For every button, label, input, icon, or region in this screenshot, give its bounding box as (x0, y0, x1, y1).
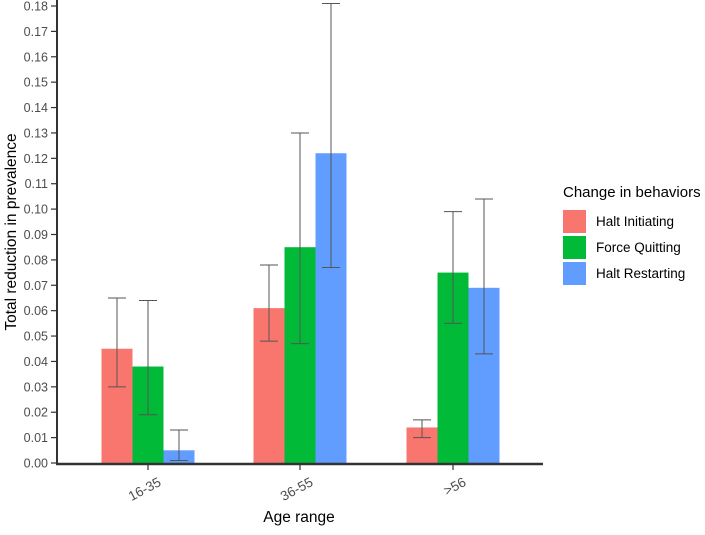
legend-item-force-quitting: Force Quitting (563, 236, 705, 259)
y-tick-label: 0.01 (24, 431, 48, 445)
y-tick-label: 0.04 (24, 355, 48, 369)
y-tick-label: 0.09 (24, 228, 48, 242)
legend-swatch-halt-initiating (563, 210, 586, 233)
x-tick-label: 16-35 (126, 474, 164, 503)
y-tick-label: 0.16 (24, 50, 48, 64)
legend-title: Change in behaviors (563, 184, 701, 201)
x-tick-label: 36-55 (278, 474, 316, 503)
legend-label-halt-initiating: Halt Initiating (596, 214, 675, 229)
legend-label-force-quitting: Force Quitting (596, 240, 681, 255)
legend-swatch-halt-restarting (563, 262, 586, 285)
legend-label-halt-restarting: Halt Restarting (596, 266, 686, 281)
y-tick-label: 0.03 (24, 380, 48, 394)
y-tick-label: 0.11 (25, 177, 48, 191)
legend-item-halt-restarting: Halt Restarting (563, 262, 705, 285)
y-axis-title: Total reduction in prevalence (3, 133, 20, 331)
x-axis-title: Age range (263, 509, 335, 526)
legend-items: Halt Initiating Force Quitting Halt Restar… (563, 210, 705, 285)
y-tick-label: 0.17 (24, 25, 48, 39)
legend-item-halt-initiating: Halt Initiating (563, 210, 705, 233)
y-tick-label: 0.00 (24, 457, 48, 471)
legend: Change in behaviors Halt Initiating Force… (563, 184, 705, 285)
y-tick-label: 0.12 (24, 152, 48, 166)
y-tick-label: 0.18 (24, 0, 48, 14)
y-tick-label: 0.13 (24, 126, 48, 140)
y-tick-label: 0.10 (24, 203, 48, 217)
y-tick-label: 0.08 (24, 253, 48, 267)
legend-swatch-force-quitting (563, 236, 586, 259)
y-tick-label: 0.14 (24, 101, 48, 115)
y-tick-label: 0.06 (24, 304, 48, 318)
y-tick-label: 0.15 (24, 76, 48, 90)
y-tick-label: 0.07 (24, 279, 48, 293)
y-tick-label: 0.02 (24, 406, 48, 420)
y-tick-label: 0.05 (24, 330, 48, 344)
x-tick-label: >56 (441, 474, 468, 498)
